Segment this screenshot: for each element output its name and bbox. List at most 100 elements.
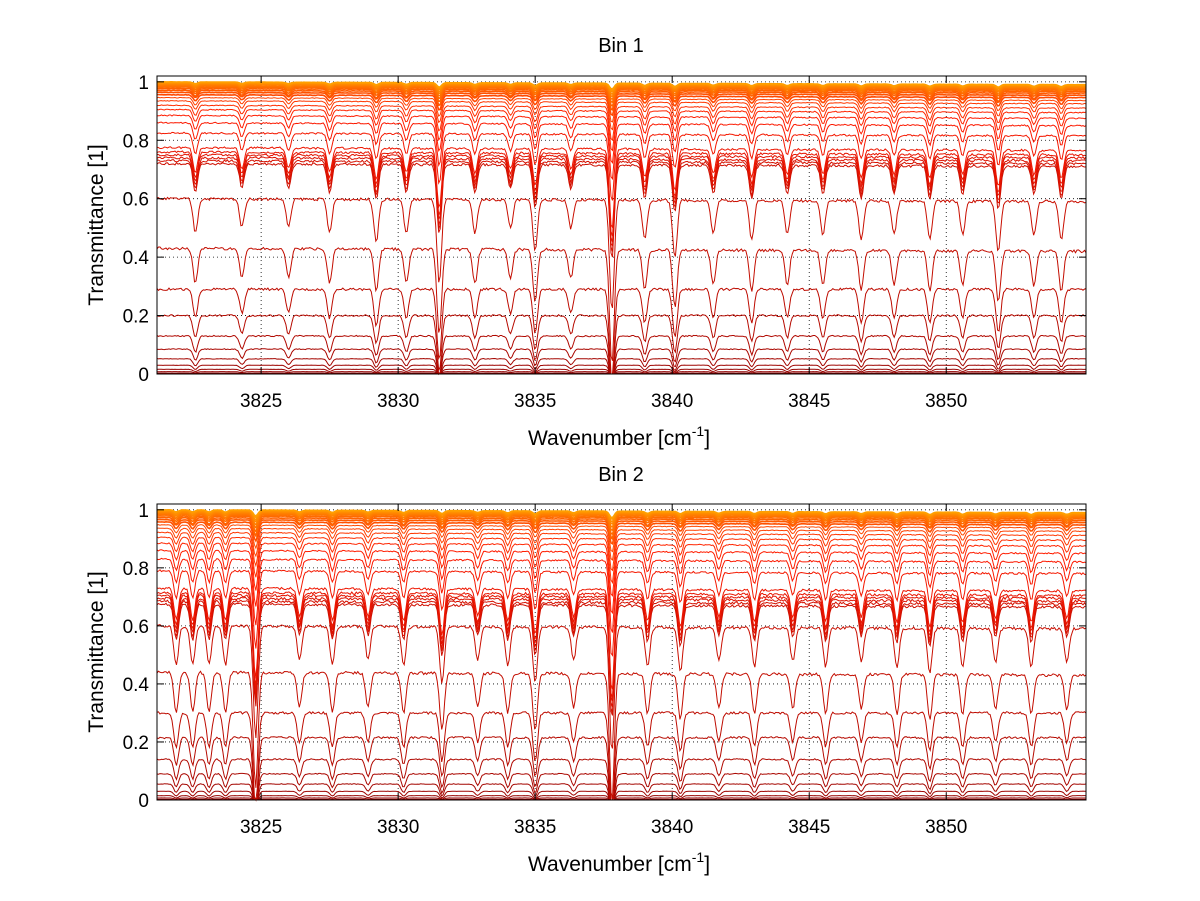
chart-bin-2: Bin 2 3825 3830 3835 3840 3845 3850 0 0.2 0.4 0.… xyxy=(85,464,1087,876)
series-lines xyxy=(156,80,1087,376)
x-axis-label: Wavenumber [cm-1] xyxy=(528,423,710,450)
x-tick-label: 3845 xyxy=(788,817,830,838)
y-tick-label: 0.4 xyxy=(123,248,150,269)
spectrum-line xyxy=(156,156,1087,248)
y-tick-label: 0 xyxy=(138,791,149,812)
spectrum-line xyxy=(156,711,1087,802)
x-tick-label: 3840 xyxy=(651,817,693,838)
spectrum-line xyxy=(156,114,1087,164)
spectrum-line xyxy=(156,104,1087,142)
spectrum-line xyxy=(156,93,1086,117)
spectrum-line xyxy=(156,153,1087,243)
spectrum-line xyxy=(156,557,1087,633)
spectrum-line xyxy=(156,758,1087,801)
x-tick-label: 3835 xyxy=(514,817,556,838)
spectrum-line xyxy=(156,795,1087,801)
x-tick-label: 3825 xyxy=(240,817,282,838)
spectrum-line xyxy=(157,80,1087,90)
spectrum-line xyxy=(156,121,1087,181)
y-tick-label: 0.6 xyxy=(123,190,149,211)
spectrum-line xyxy=(156,368,1087,375)
spectrum-line xyxy=(157,371,1087,375)
spectrum-line xyxy=(157,83,1086,98)
x-tick-label: 3850 xyxy=(925,817,967,838)
spectrum-line xyxy=(156,513,1086,532)
spectrum-line xyxy=(156,334,1087,376)
spectrum-line xyxy=(157,86,1087,104)
spectrum-line xyxy=(156,100,1087,131)
spectrum-line xyxy=(156,313,1087,375)
spectrum-line xyxy=(156,161,1087,258)
x-tick-label: 3830 xyxy=(377,817,419,838)
spectrum-line xyxy=(157,797,1086,801)
spectrum-line xyxy=(156,783,1087,801)
spectrum-line xyxy=(156,772,1087,801)
y-axis-label: Transmittance [1] xyxy=(85,571,108,732)
spectrum-line xyxy=(156,549,1087,615)
x-tick-label: 3850 xyxy=(925,391,967,412)
spectrum-line xyxy=(156,146,1087,230)
y-axis-ticks: 0 0.2 0.4 0.6 0.8 1 xyxy=(123,73,1086,386)
spectrum-line xyxy=(156,531,1087,572)
spectrum-line xyxy=(156,670,1087,800)
series-lines xyxy=(156,509,1087,802)
chart-bin-1: Bin 1 3825 3830 3835 3840 3845 3850 0 0.2 0.4 0.… xyxy=(85,35,1087,450)
spectrum-line xyxy=(156,246,1087,361)
spectrum-line xyxy=(156,624,1087,749)
spectrum-line xyxy=(156,150,1087,237)
spectrum-line xyxy=(156,536,1087,585)
spectrum-line xyxy=(157,527,1087,561)
spectrum-line xyxy=(156,357,1087,375)
spectrum-line xyxy=(156,512,1087,528)
plot-frame xyxy=(156,503,1087,801)
y-axis-label: Transmittance [1] xyxy=(85,144,108,305)
spectrum-line xyxy=(156,364,1087,375)
y-tick-label: 0 xyxy=(138,365,149,386)
y-tick-label: 1 xyxy=(138,501,149,522)
chart-title: Bin 2 xyxy=(598,464,644,486)
spectrum-line xyxy=(156,735,1087,801)
spectrum-line xyxy=(156,87,1086,108)
spectrum-line xyxy=(156,514,1087,536)
spectrum-line xyxy=(156,524,1087,553)
spectrum-line xyxy=(156,96,1087,123)
spectrum-line xyxy=(157,159,1087,252)
spectrum-line xyxy=(156,569,1087,657)
spectrum-line xyxy=(156,596,1087,707)
spectrum-line xyxy=(156,520,1087,546)
x-tick-label: 3835 xyxy=(514,391,556,412)
spectrum-line xyxy=(156,82,1087,96)
spectrum-line xyxy=(157,509,1087,519)
spectrum-line xyxy=(157,599,1087,713)
plot-frame xyxy=(156,75,1087,375)
y-tick-label: 0.2 xyxy=(123,307,149,328)
spectrum-line xyxy=(157,91,1086,111)
y-tick-label: 0.8 xyxy=(123,131,149,152)
x-axis-ticks: 3825 3830 3835 3840 3845 3850 xyxy=(240,76,967,412)
spectrum-line xyxy=(156,196,1087,308)
y-axis-ticks: 0 0.2 0.4 0.6 0.8 1 xyxy=(123,501,1086,812)
spectrum-line xyxy=(156,287,1087,375)
spectrum-line xyxy=(156,516,1087,541)
y-tick-label: 0.8 xyxy=(123,559,149,580)
y-tick-label: 1 xyxy=(138,73,149,94)
x-tick-label: 3825 xyxy=(240,391,282,412)
y-tick-label: 0.6 xyxy=(123,617,149,638)
spectrum-line xyxy=(156,586,1087,690)
spectrum-line xyxy=(156,591,1086,698)
y-tick-label: 0.4 xyxy=(123,675,150,696)
x-axis-label: Wavenumber [cm-1] xyxy=(528,849,710,876)
x-tick-label: 3840 xyxy=(651,391,693,412)
x-tick-label: 3845 xyxy=(788,391,830,412)
spectrum-line xyxy=(156,542,1087,597)
chart-title: Bin 1 xyxy=(598,35,644,57)
x-tick-label: 3830 xyxy=(377,391,419,412)
spectrum-line xyxy=(156,511,1086,525)
x-axis-ticks: 3825 3830 3835 3840 3845 3850 xyxy=(240,504,967,838)
spectrum-line xyxy=(156,131,1087,201)
y-tick-label: 0.2 xyxy=(123,733,149,754)
spectrum-line xyxy=(156,84,1087,101)
spectrum-line xyxy=(156,108,1087,152)
spectrum-line xyxy=(156,348,1087,375)
